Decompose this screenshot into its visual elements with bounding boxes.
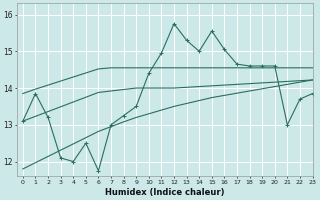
X-axis label: Humidex (Indice chaleur): Humidex (Indice chaleur) xyxy=(105,188,224,197)
